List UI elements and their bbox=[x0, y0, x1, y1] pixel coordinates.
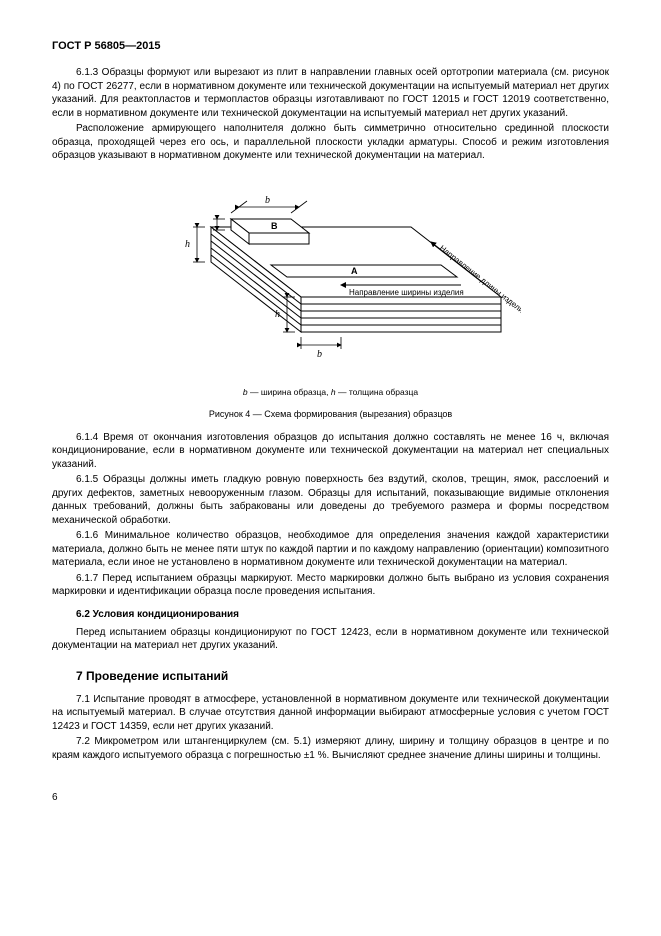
chapter-7-title: 7 Проведение испытаний bbox=[52, 669, 609, 683]
fig-dim-b-bot: b bbox=[317, 349, 322, 360]
figure-caption-vars: b — ширина образца, h — толщина образца bbox=[52, 387, 609, 397]
fig-width-dir: Направление ширины изделия bbox=[349, 288, 464, 297]
para-6-1-3-a: 6.1.3 Образцы формуют или вырезают из пл… bbox=[52, 66, 609, 120]
fig-dim-h-bot: h bbox=[275, 309, 280, 320]
para-6-1-6: 6.1.6 Минимальное количество образцов, н… bbox=[52, 529, 609, 570]
fig-dim-b-top: b bbox=[265, 195, 270, 206]
figure-4: В b А Направление ширины и bbox=[52, 177, 609, 419]
section-6-2-title: 6.2 Условия кондиционирования bbox=[52, 609, 609, 620]
para-6-1-4: 6.1.4 Время от окончания изготовления об… bbox=[52, 431, 609, 472]
fig-dim-h-left: h bbox=[185, 239, 190, 250]
para-6-1-3-b: Расположение армирующего наполнителя дол… bbox=[52, 122, 609, 163]
para-6-1-5: 6.1.5 Образцы должны иметь гладкую ровну… bbox=[52, 473, 609, 527]
para-6-1-7: 6.1.7 Перед испытанием образцы маркируют… bbox=[52, 572, 609, 599]
fig-label-b: В bbox=[271, 221, 278, 231]
doc-header: ГОСТ Р 56805—2015 bbox=[52, 40, 609, 52]
para-7-1: 7.1 Испытание проводят в атмосфере, уста… bbox=[52, 693, 609, 734]
para-6-2: Перед испытанием образцы кондиционируют … bbox=[52, 626, 609, 653]
para-7-2: 7.2 Микрометром или штангенциркулем (см.… bbox=[52, 735, 609, 762]
figure-caption-main: Рисунок 4 — Схема формирования (вырезани… bbox=[52, 409, 609, 419]
fig-label-a: А bbox=[351, 266, 358, 276]
page-number: 6 bbox=[52, 792, 609, 803]
